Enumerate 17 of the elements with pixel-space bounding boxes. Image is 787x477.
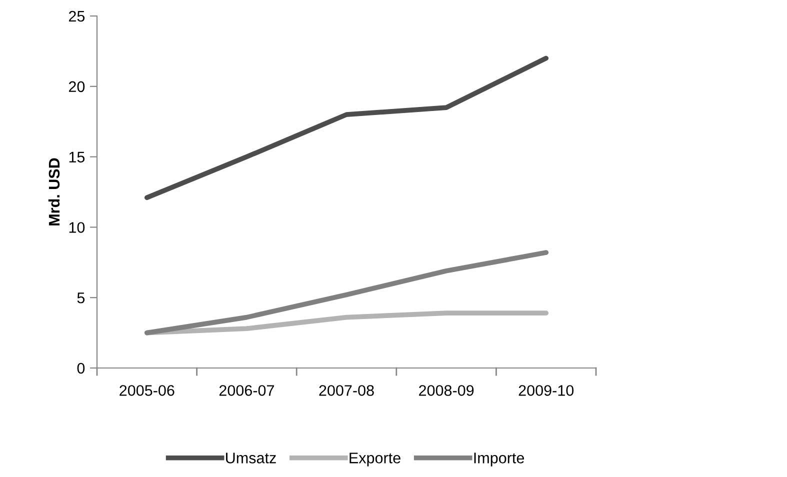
line-series: [144, 250, 549, 336]
y-tick-label: 15: [69, 152, 85, 162]
line-series: [144, 56, 549, 200]
x-tick-label: 2005-06: [120, 385, 174, 396]
x-tick-label: 2008-09: [419, 385, 474, 396]
legend-label: Importe: [474, 452, 524, 466]
y-axis-title: Mrd. USD: [48, 158, 60, 226]
y-tick-label: 25: [68, 10, 85, 22]
y-tick-label: 10: [69, 222, 85, 233]
y-tick-label: 20: [68, 81, 85, 92]
legend-label: Umsatz: [226, 452, 276, 464]
legend-label: Exporte: [350, 452, 400, 466]
x-tick-label: 2007-08: [319, 385, 374, 396]
x-tick-label: 2009-10: [518, 385, 574, 396]
x-tick-label: 2006-07: [219, 385, 274, 396]
y-tick-label: 5: [77, 292, 85, 304]
y-tick-label: 0: [77, 362, 85, 374]
